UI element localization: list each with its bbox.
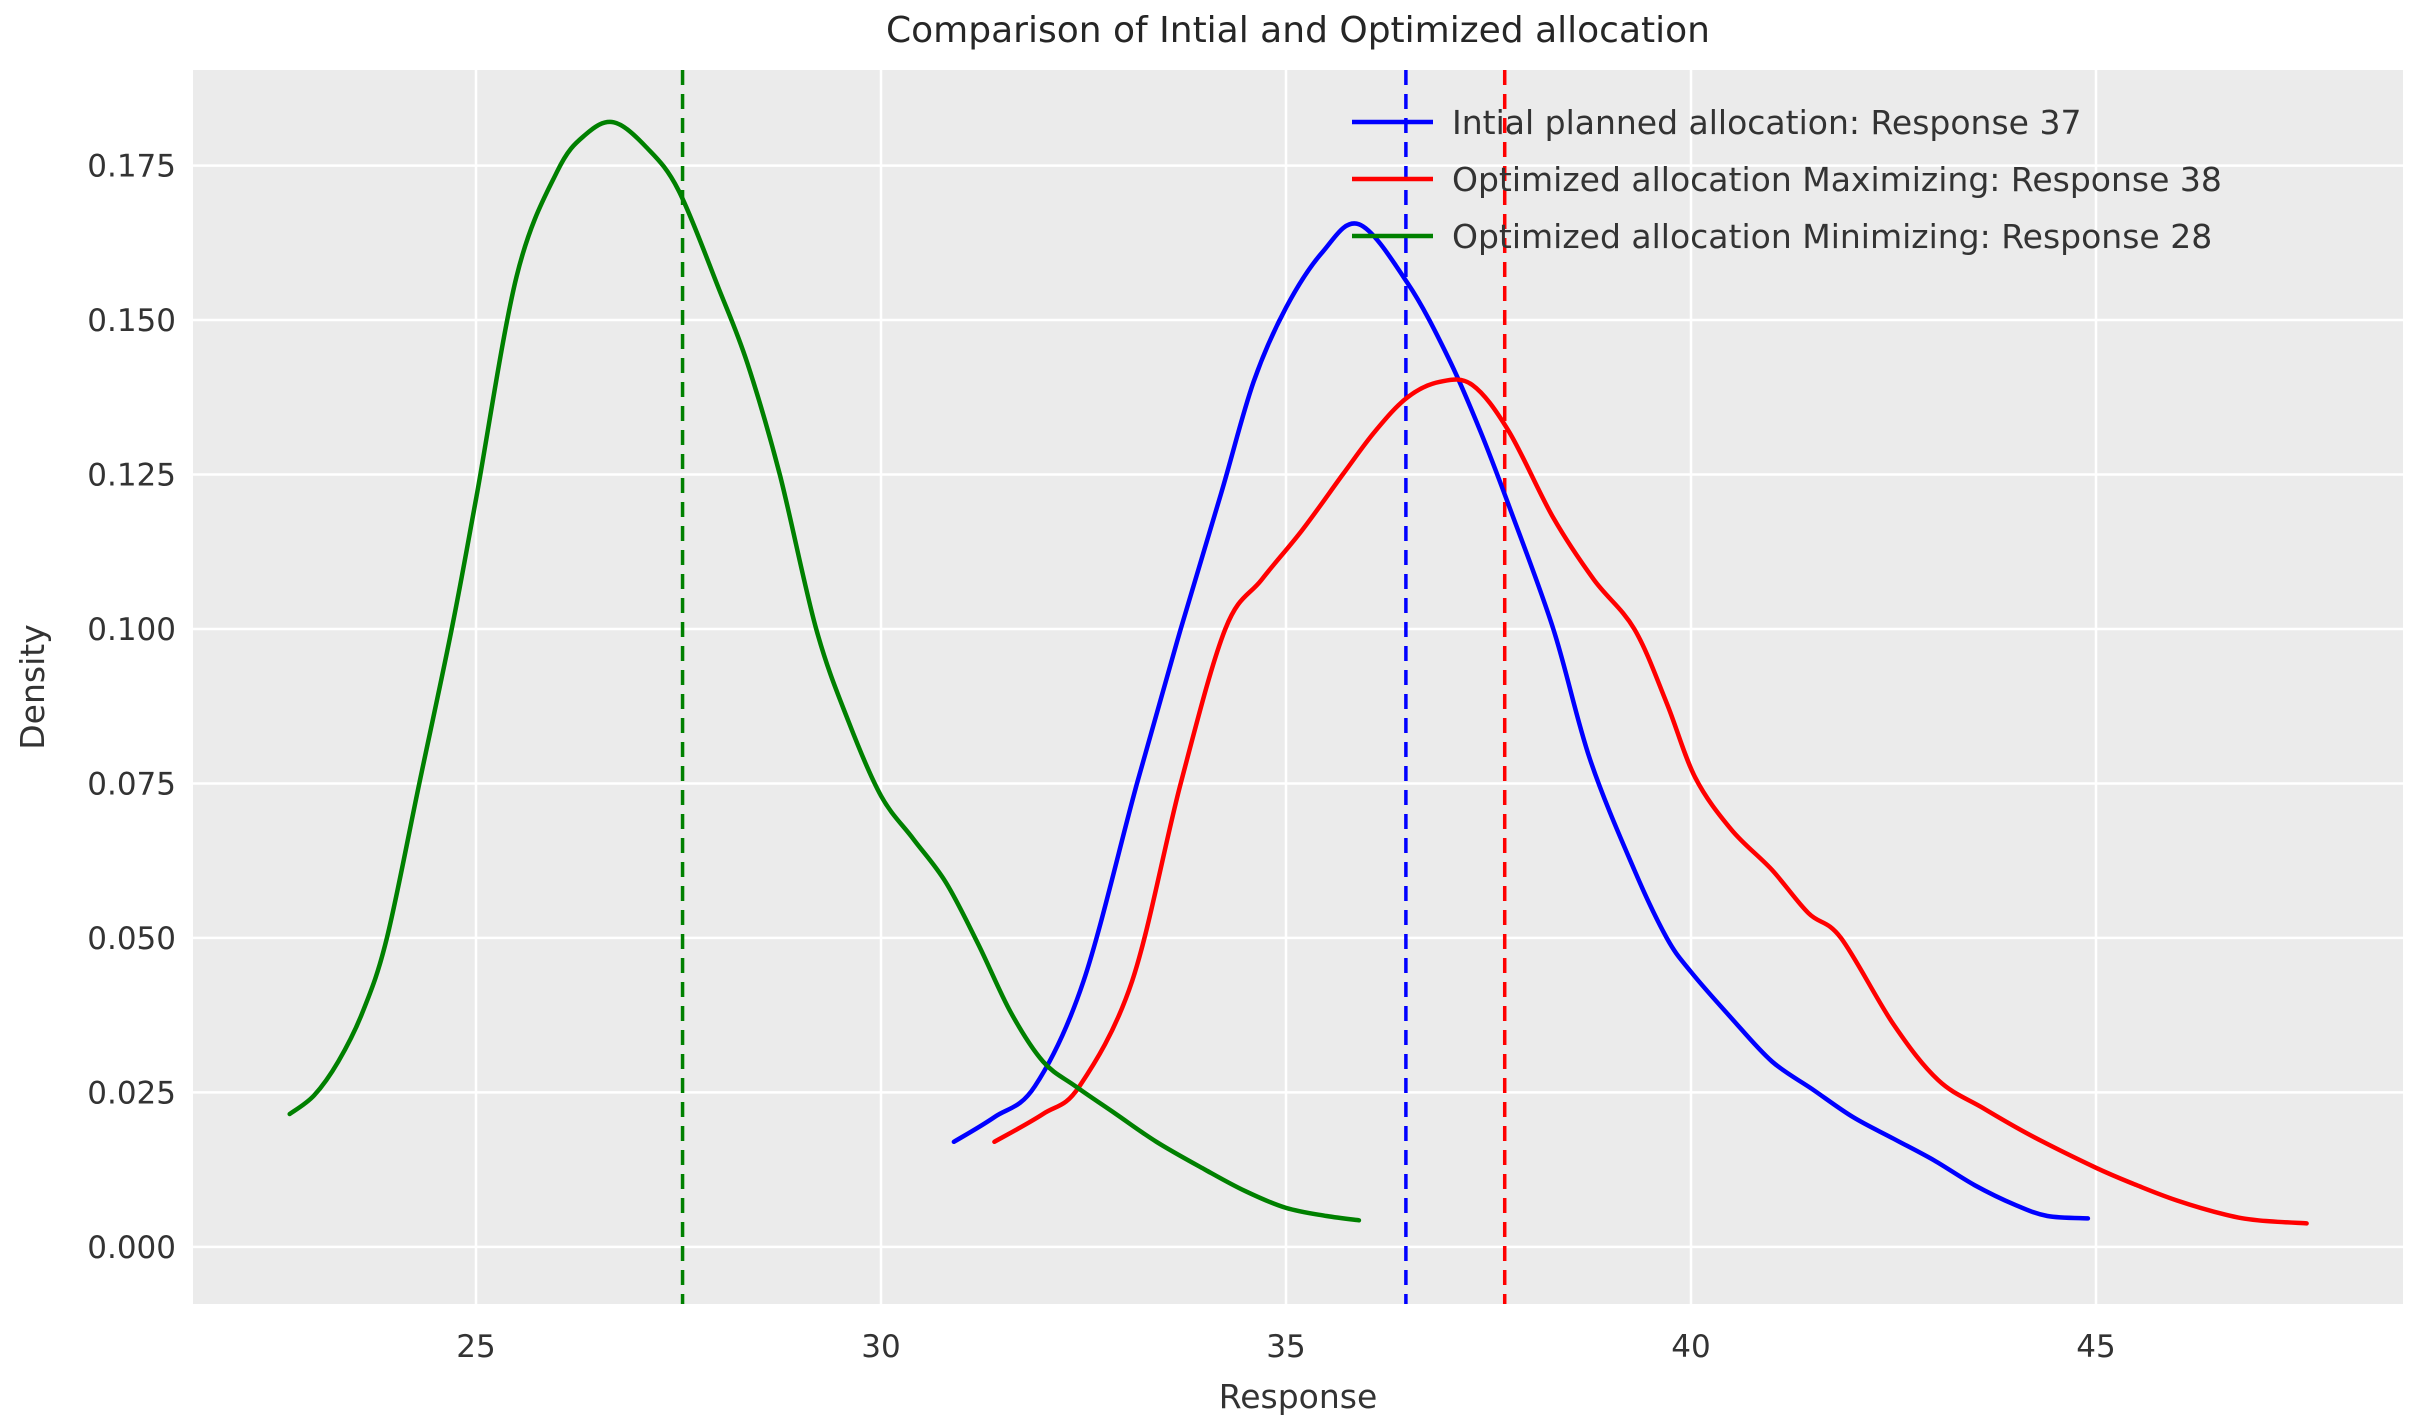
chart-title: Comparison of Intial and Optimized alloc… xyxy=(886,10,1710,51)
y-tick-label-0.100: 0.100 xyxy=(87,612,176,648)
y-tick-label-0.125: 0.125 xyxy=(87,458,176,494)
x-tick-label-40: 40 xyxy=(1671,1329,1710,1365)
x-axis-label: Response xyxy=(1219,1377,1378,1416)
y-axis-label: Density xyxy=(13,624,52,749)
y-tick-label-0.025: 0.025 xyxy=(87,1075,176,1111)
x-tick-label-30: 30 xyxy=(861,1329,900,1365)
kde-curve-initial-planned-allocation xyxy=(951,221,2091,1221)
x-tick-label-45: 45 xyxy=(2076,1329,2115,1365)
legend-label-0: Intial planned allocation: Response 37 xyxy=(1452,103,2081,142)
legend-label-2: Optimized allocation Minimizing: Respons… xyxy=(1452,217,2212,256)
y-tick-label-0.050: 0.050 xyxy=(87,921,176,957)
kde-curve-optimized-allocation-maximizing xyxy=(992,377,2309,1226)
y-tick-label-0.150: 0.150 xyxy=(87,303,176,339)
plot-area xyxy=(193,70,2403,1304)
x-tick-label-35: 35 xyxy=(1266,1329,1305,1365)
y-tick-label-0.175: 0.175 xyxy=(87,149,176,185)
y-tick-label-0.000: 0.000 xyxy=(87,1230,176,1266)
legend-label-1: Optimized allocation Maximizing: Respons… xyxy=(1452,160,2222,199)
kde-curve-optimized-allocation-minimizing xyxy=(287,119,1362,1223)
x-tick-label-25: 25 xyxy=(456,1329,495,1365)
y-tick-label-0.075: 0.075 xyxy=(87,766,176,802)
